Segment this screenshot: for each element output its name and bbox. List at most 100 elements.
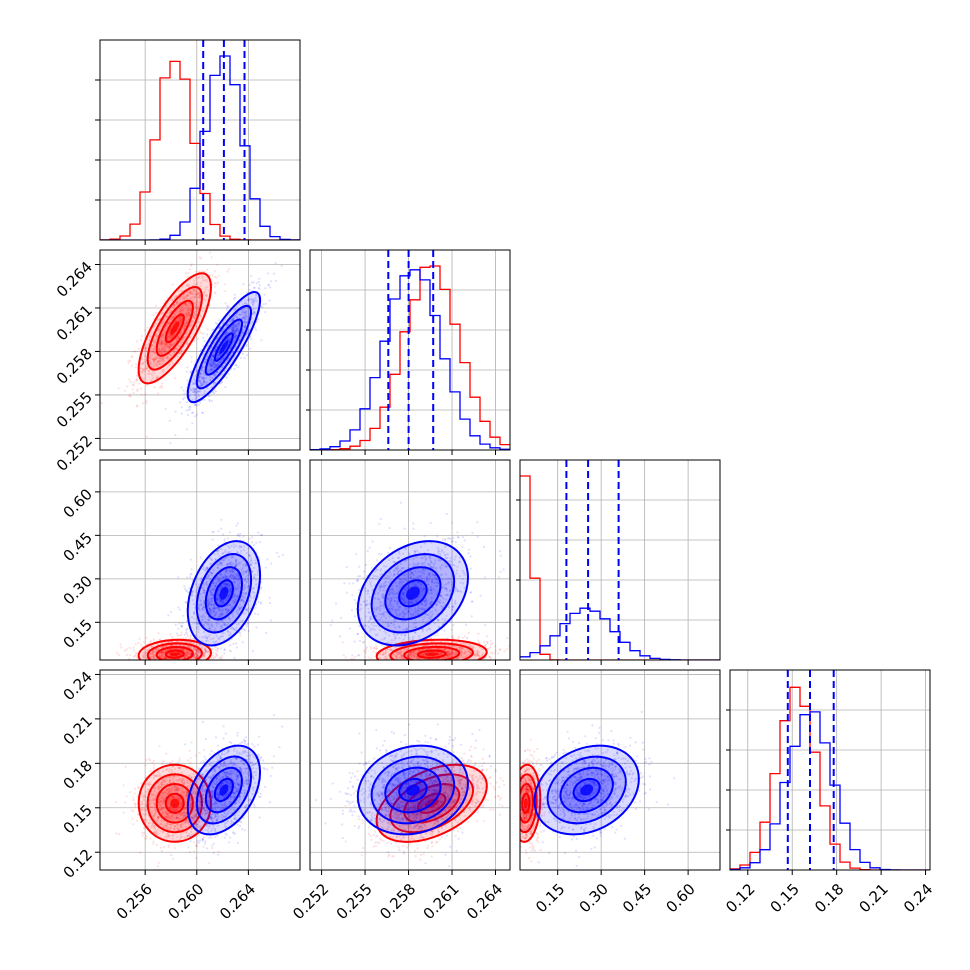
blue-sample-point bbox=[246, 321, 249, 324]
blue-sample-point bbox=[208, 369, 211, 372]
red-sample-point bbox=[154, 667, 156, 669]
red-sample-point bbox=[486, 670, 488, 672]
blue-sample-point bbox=[253, 310, 256, 314]
blue-sample-point bbox=[204, 650, 208, 653]
blue-sample-point bbox=[217, 350, 220, 353]
red-sample-point bbox=[158, 347, 161, 350]
blue-sample-point bbox=[209, 363, 212, 366]
red-sample-point bbox=[433, 661, 435, 663]
red-sample-point bbox=[143, 369, 146, 372]
blue-sample-point bbox=[253, 311, 256, 314]
red-sample-point bbox=[142, 654, 145, 658]
red-sample-point bbox=[147, 342, 150, 345]
red-sample-point bbox=[160, 343, 163, 346]
red-sample-point bbox=[183, 656, 186, 659]
red-sample-point bbox=[344, 656, 347, 659]
red-sample-point bbox=[179, 351, 182, 355]
red-sample-point bbox=[161, 667, 163, 669]
blue-sample-point bbox=[203, 390, 206, 393]
red-sample-point bbox=[189, 641, 192, 645]
red-sample-point bbox=[184, 654, 187, 657]
blue-sample-point bbox=[211, 376, 214, 380]
red-sample-point bbox=[158, 653, 161, 656]
red-sample-point bbox=[149, 666, 151, 668]
red-sample-point bbox=[187, 651, 190, 654]
blue-sample-point bbox=[188, 406, 191, 409]
blue-sample-point bbox=[253, 286, 256, 289]
red-sample-point bbox=[172, 661, 174, 663]
blue-sample-point bbox=[231, 329, 234, 332]
red-sample-point bbox=[179, 307, 182, 310]
blue-sample-point bbox=[194, 375, 197, 378]
blue-sample-point bbox=[220, 359, 223, 362]
red-sample-point bbox=[189, 652, 192, 656]
red-sample-point bbox=[174, 661, 176, 663]
blue-sample-point bbox=[228, 357, 231, 360]
red-sample-point bbox=[194, 656, 197, 659]
red-sample-point bbox=[156, 392, 159, 395]
red-sample-point bbox=[214, 646, 217, 649]
red-sample-point bbox=[444, 661, 446, 663]
blue-sample-point bbox=[199, 556, 202, 559]
red-sample-point bbox=[151, 651, 154, 654]
blue-sample-point bbox=[211, 354, 214, 357]
red-sample-point bbox=[187, 307, 190, 310]
blue-sample-point bbox=[200, 368, 203, 371]
red-sample-point bbox=[172, 644, 175, 647]
red-sample-point bbox=[160, 382, 163, 385]
red-sample-point bbox=[184, 654, 187, 657]
red-sample-point bbox=[172, 343, 175, 347]
blue-sample-point bbox=[220, 381, 223, 385]
blue-sample-point bbox=[243, 311, 246, 314]
red-sample-point bbox=[187, 312, 190, 315]
blue-sample-point bbox=[241, 641, 244, 644]
blue-sample-point bbox=[237, 321, 240, 325]
red-sample-point bbox=[185, 296, 188, 299]
red-sample-point bbox=[189, 309, 192, 312]
blue-sample-point bbox=[217, 529, 220, 533]
red-sample-point bbox=[154, 356, 157, 359]
red-sample-point bbox=[155, 647, 158, 650]
red-sample-point bbox=[147, 370, 151, 373]
red-sample-point bbox=[205, 293, 208, 296]
red-sample-point bbox=[431, 666, 433, 668]
red-sample-point bbox=[178, 317, 181, 320]
red-sample-point bbox=[146, 649, 149, 652]
blue-contour-line bbox=[186, 291, 262, 404]
red-sample-point bbox=[153, 657, 156, 660]
blue-sample-point bbox=[223, 652, 226, 655]
blue-sample-point bbox=[253, 612, 257, 615]
red-sample-point bbox=[165, 323, 168, 326]
red-sample-point bbox=[136, 656, 139, 659]
blue-sample-point bbox=[235, 330, 238, 333]
red-sample-point bbox=[160, 651, 163, 654]
blue-sample-point bbox=[232, 328, 235, 331]
red-sample-point bbox=[183, 662, 185, 664]
blue-sample-point bbox=[202, 370, 205, 373]
blue-sample-point bbox=[221, 358, 224, 361]
blue-sample-point bbox=[195, 413, 198, 416]
red-sample-point bbox=[118, 653, 121, 657]
red-sample-point bbox=[185, 319, 188, 322]
blue-sample-point bbox=[250, 299, 253, 302]
blue-sample-point bbox=[233, 297, 236, 300]
blue-sample-point bbox=[214, 348, 217, 351]
red-sample-point bbox=[148, 660, 150, 662]
red-sample-point bbox=[166, 648, 169, 651]
red-sample-point bbox=[162, 653, 165, 656]
red-sample-point bbox=[190, 645, 193, 649]
red-sample-point bbox=[175, 300, 178, 303]
blue-sample-point bbox=[270, 562, 273, 565]
red-sample-point bbox=[185, 654, 188, 658]
red-sample-point bbox=[134, 654, 137, 657]
red-sample-point bbox=[161, 333, 164, 337]
red-sample-point bbox=[196, 652, 199, 655]
blue-contour-line bbox=[195, 304, 252, 390]
red-sample-point bbox=[140, 393, 143, 396]
red-sample-point bbox=[184, 335, 188, 338]
blue-sample-point bbox=[234, 335, 237, 338]
red-sample-point bbox=[192, 642, 195, 645]
blue-sample-point bbox=[180, 386, 183, 389]
blue-sample-point bbox=[203, 381, 206, 384]
red-sample-point bbox=[149, 639, 152, 642]
